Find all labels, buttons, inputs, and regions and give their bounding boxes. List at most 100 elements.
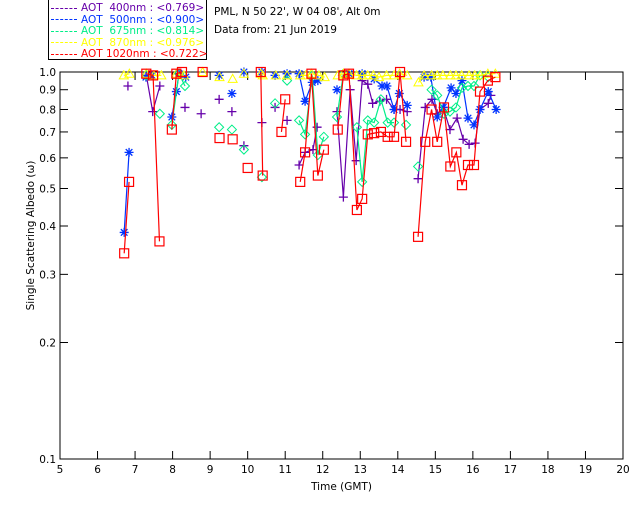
data-point: [418, 69, 430, 80]
data-point: [482, 75, 493, 86]
data-point: [294, 69, 306, 80]
data-point: [432, 112, 442, 122]
data-point: [426, 84, 437, 95]
x-tick-label: 15: [429, 464, 442, 476]
data-point: [167, 112, 177, 122]
x-tick-label: 13: [354, 464, 367, 476]
x-tick-label: 14: [391, 464, 405, 476]
y-tick-label: 0.5: [39, 183, 56, 195]
legend-swatch: [51, 42, 77, 43]
data-point: [351, 204, 362, 216]
data-point: [362, 69, 374, 80]
data-point: [462, 159, 474, 171]
plot-frame: [59, 71, 624, 460]
data-point: [368, 69, 379, 80]
data-point: [475, 105, 485, 115]
data-point: [373, 71, 385, 82]
data-point: [239, 67, 249, 77]
legend-swatch: [51, 19, 77, 20]
series-line: [171, 71, 489, 182]
data-point: [270, 69, 282, 80]
data-point: [280, 94, 291, 105]
data-point: [468, 80, 480, 92]
data-point: [227, 134, 238, 145]
y-tick-label: 0.8: [39, 105, 56, 117]
data-point: [375, 94, 387, 105]
data-point: [123, 81, 133, 91]
data-point: [214, 70, 224, 80]
data-point: [313, 69, 325, 80]
data-point: [369, 128, 380, 139]
series-line: [123, 71, 496, 254]
data-point: [332, 124, 343, 135]
data-point: [368, 98, 378, 108]
data-point: [213, 122, 225, 133]
x-tick-label: 5: [57, 464, 64, 476]
data-point: [362, 115, 373, 126]
data-point: [269, 98, 281, 109]
x-tick-label: 6: [94, 464, 101, 476]
data-point: [196, 109, 206, 119]
data-point: [242, 162, 253, 174]
data-point: [299, 147, 311, 158]
data-point: [227, 88, 237, 98]
legend-swatch: [51, 30, 77, 32]
y-tick-label: 1.0: [39, 67, 56, 79]
data-point: [155, 81, 165, 91]
legend-entry: AOT 675nm : <0.814>: [51, 25, 204, 37]
data-point: [123, 176, 135, 188]
y-tick-label: 0.6: [39, 153, 56, 165]
data-point: [154, 236, 165, 247]
data-point: [432, 136, 443, 147]
x-tick-label: 12: [316, 464, 329, 476]
y-tick-label: 0.3: [39, 269, 56, 281]
x-tick-label: 8: [169, 464, 176, 476]
data-point: [464, 139, 474, 149]
data-point: [318, 144, 329, 155]
data-point: [276, 126, 287, 138]
data-point: [154, 108, 166, 119]
data-point: [389, 105, 399, 115]
data-point: [318, 131, 330, 143]
data-point: [282, 69, 292, 79]
data-point: [351, 122, 363, 133]
data-point: [382, 81, 392, 91]
series-line: [145, 75, 492, 198]
data-point: [124, 147, 134, 157]
data-point: [463, 113, 473, 123]
data-point: [490, 72, 501, 83]
data-point: [141, 68, 152, 79]
data-point: [214, 94, 224, 104]
data-point: [426, 69, 437, 80]
data-point: [491, 105, 501, 115]
data-point: [458, 134, 468, 144]
data-point: [452, 113, 462, 123]
data-point: [338, 70, 349, 81]
data-point: [388, 117, 400, 128]
data-point: [483, 98, 493, 108]
data-point: [299, 129, 311, 140]
data-point: [119, 248, 130, 259]
data-point: [457, 76, 467, 86]
data-point: [357, 69, 367, 79]
x-tick-label: 20: [616, 464, 629, 476]
data-point: [256, 171, 268, 183]
data-point: [451, 147, 462, 158]
data-point: [420, 136, 431, 147]
data-point: [394, 66, 406, 78]
x-tick-label: 7: [132, 464, 139, 476]
legend-label: AOT 870nm : <0.976>: [81, 36, 205, 49]
data-point: [469, 69, 481, 80]
data-point: [270, 70, 280, 80]
legend-label: AOT 400nm : <0.769>: [81, 2, 205, 14]
x-tick-label: 19: [579, 464, 592, 476]
data-point: [312, 122, 322, 132]
data-point: [368, 117, 380, 128]
data-point: [155, 69, 167, 80]
legend: AOT 400nm : <0.769> AOT 500nm : <0.900> AO…: [48, 0, 208, 60]
legend-entry: AOT 500nm : <0.900>: [51, 14, 204, 26]
data-point: [483, 87, 493, 97]
y-tick-label: 0.2: [39, 338, 56, 350]
